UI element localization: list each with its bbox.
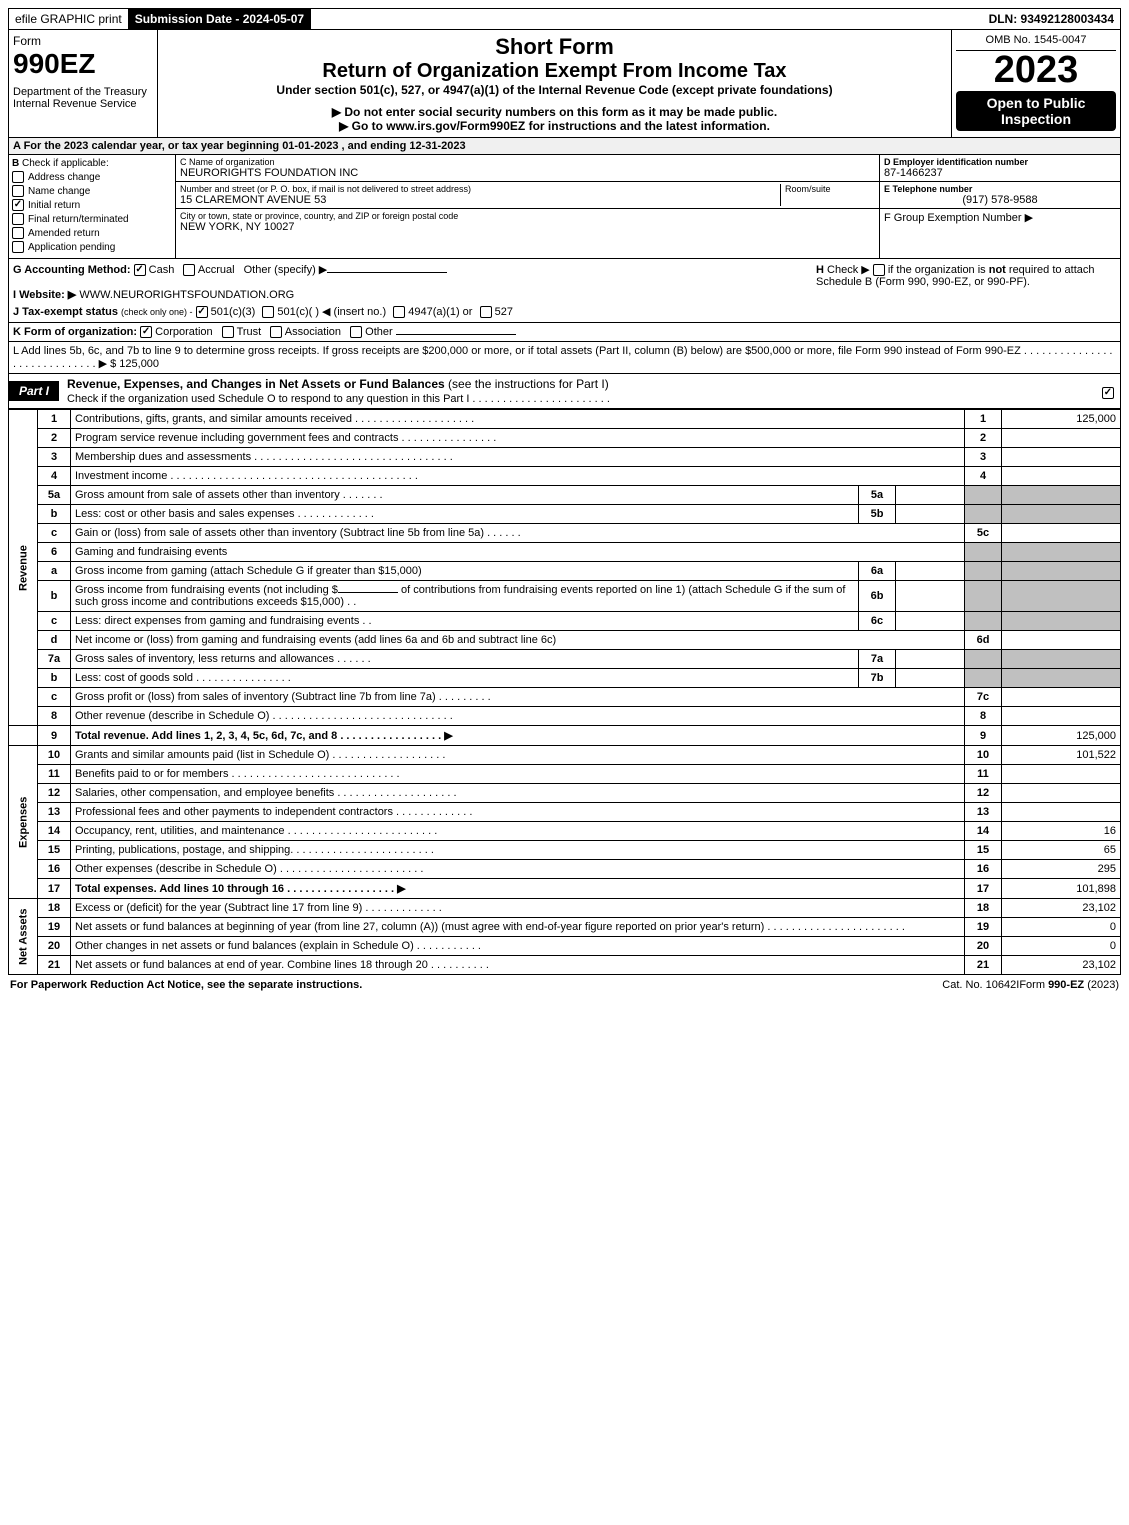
header-right: OMB No. 1545-0047 2023 Open to Public In… [952, 30, 1120, 137]
chk-501c[interactable] [262, 306, 274, 318]
header-left: Form 990EZ Department of the Treasury In… [9, 30, 158, 137]
chk-trust[interactable] [222, 326, 234, 338]
expenses-label: Expenses [9, 746, 38, 899]
return-title: Return of Organization Exempt From Incom… [166, 60, 943, 83]
dept: Department of the Treasury [13, 86, 153, 98]
chk-accrual[interactable] [183, 264, 195, 276]
instr-ssn: ▶ Do not enter social security numbers o… [166, 105, 943, 119]
info-block: B Check if applicable: Address change Na… [8, 155, 1121, 259]
chk-address-change[interactable] [12, 171, 24, 183]
form-word: Form [13, 34, 153, 48]
submission-date: Submission Date - 2024-05-07 [129, 9, 311, 29]
part-i-tab: Part I [9, 381, 59, 401]
revenue-label: Revenue [9, 410, 38, 726]
section-def: D Employer identification number 87-1466… [880, 155, 1120, 258]
street-address: 15 CLAREMONT AVENUE 53 [180, 194, 780, 206]
chk-527[interactable] [480, 306, 492, 318]
city-state-zip: NEW YORK, NY 10027 [180, 221, 875, 233]
chk-other-org[interactable] [350, 326, 362, 338]
line-14-amount: 16 [1002, 822, 1121, 841]
header-center: Short Form Return of Organization Exempt… [158, 30, 952, 137]
chk-cash[interactable] [134, 264, 146, 276]
chk-schedule-o-part1[interactable] [1102, 387, 1114, 399]
chk-501c3[interactable] [196, 306, 208, 318]
open-to-public: Open to Public Inspection [956, 91, 1116, 131]
row-a-calendar-year: A For the 2023 calendar year, or tax yea… [8, 138, 1121, 155]
instr-goto: ▶ Go to www.irs.gov/Form990EZ for instru… [166, 119, 943, 133]
top-bar: efile GRAPHIC print Submission Date - 20… [8, 8, 1121, 30]
chk-association[interactable] [270, 326, 282, 338]
irs-link[interactable]: www.irs.gov/Form990EZ [386, 119, 525, 133]
chk-pending[interactable] [12, 241, 24, 253]
footer-left: For Paperwork Reduction Act Notice, see … [10, 979, 942, 991]
chk-initial-return[interactable] [12, 199, 24, 211]
net-assets-label: Net Assets [9, 899, 38, 975]
part-i-table: Revenue 1 Contributions, gifts, grants, … [8, 409, 1121, 975]
section-h: H Check ▶ if the organization is not req… [808, 263, 1116, 318]
chk-name-change[interactable] [12, 185, 24, 197]
gross-receipts: 125,000 [119, 358, 159, 370]
dln: DLN: 93492128003434 [983, 9, 1120, 29]
under-section: Under section 501(c), 527, or 4947(a)(1)… [166, 83, 943, 97]
chk-corporation[interactable] [140, 326, 152, 338]
footer-right: Form 990-EZ (2023) [1019, 979, 1119, 991]
page-footer: For Paperwork Reduction Act Notice, see … [8, 975, 1121, 995]
tax-year: 2023 [956, 51, 1116, 89]
section-b: B Check if applicable: Address change Na… [9, 155, 176, 258]
chk-4947[interactable] [393, 306, 405, 318]
line-20-amount: 0 [1002, 937, 1121, 956]
total-revenue: 125,000 [1002, 726, 1121, 746]
chk-amended[interactable] [12, 227, 24, 239]
section-c: C Name of organization NEURORIGHTS FOUND… [176, 155, 880, 258]
efile-label: efile GRAPHIC print [9, 9, 129, 29]
ein: 87-1466237 [884, 167, 1116, 179]
irs-label: Internal Revenue Service [13, 98, 153, 110]
website-link[interactable]: WWW.NEURORIGHTSFOUNDATION.ORG [79, 289, 294, 301]
form-header: Form 990EZ Department of the Treasury In… [8, 30, 1121, 138]
line-18-amount: 23,102 [1002, 899, 1121, 918]
telephone: (917) 578-9588 [884, 194, 1116, 206]
org-name: NEURORIGHTS FOUNDATION INC [180, 167, 875, 179]
row-l: L Add lines 5b, 6c, and 7b to line 9 to … [8, 342, 1121, 374]
section-ghij: G Accounting Method: Cash Accrual Other … [8, 259, 1121, 323]
part-i-header: Part I Revenue, Expenses, and Changes in… [8, 374, 1121, 409]
line-16-amount: 295 [1002, 860, 1121, 879]
group-exemption: F Group Exemption Number ▶ [884, 211, 1116, 224]
line-15-amount: 65 [1002, 841, 1121, 860]
chk-schedule-b[interactable] [873, 264, 885, 276]
row-k: K Form of organization: Corporation Trus… [8, 323, 1121, 342]
short-form-title: Short Form [166, 34, 943, 60]
footer-cat: Cat. No. 10642I [942, 979, 1019, 991]
line-10-amount: 101,522 [1002, 746, 1121, 765]
total-expenses: 101,898 [1002, 879, 1121, 899]
form-number: 990EZ [13, 48, 153, 80]
line-19-amount: 0 [1002, 918, 1121, 937]
line-21-amount: 23,102 [1002, 956, 1121, 975]
chk-final-return[interactable] [12, 213, 24, 225]
line-1-amount: 125,000 [1002, 410, 1121, 429]
